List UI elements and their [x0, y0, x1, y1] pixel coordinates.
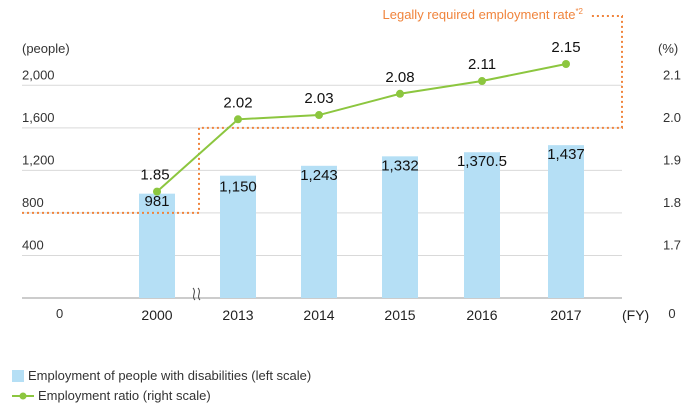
bar — [548, 145, 584, 298]
legend-item-bars: Employment of people with disabilities (… — [12, 368, 311, 383]
category-label: 2000 — [141, 307, 172, 323]
legend-line-swatch — [12, 392, 34, 399]
bar-value-label: 1,370.5 — [457, 153, 507, 170]
legend-bar-swatch — [12, 369, 24, 382]
right-tick-label: 1.8 — [663, 195, 681, 210]
ratio-line-path — [156, 63, 567, 193]
required-rate-label: Legally required employment rate*2 — [383, 7, 584, 22]
bar — [464, 152, 500, 298]
right-tick-label: 0 — [668, 306, 675, 321]
ratio-point — [396, 89, 404, 98]
left-tick-label: 1,600 — [22, 110, 55, 125]
legend-line-label: Employment ratio (right scale) — [38, 388, 211, 403]
required-rate-superscript: *2 — [575, 7, 583, 16]
labels: 981 1,150 1,243 1,332 1,370.5 1,437 1.85 2.02 2.… — [140, 39, 584, 210]
legend-bar-label: Employment of people with disabilities (… — [28, 368, 312, 383]
bar-value-label: 981 — [144, 193, 169, 210]
category-label: 2015 — [384, 307, 415, 323]
bar-value-label: 1,150 — [219, 179, 257, 196]
bars — [139, 145, 584, 298]
axis-break-icon — [192, 287, 201, 301]
left-axis-unit: (people) — [22, 41, 70, 56]
bar — [382, 156, 418, 298]
legend-item-line: Employment ratio (right scale) — [12, 388, 211, 403]
right-tick-label: 1.9 — [663, 152, 681, 167]
right-tick-label: 2.1 — [663, 67, 681, 82]
left-tick-label: 2,000 — [22, 67, 55, 82]
bar-value-label: 1,243 — [300, 167, 338, 184]
bar — [220, 175, 256, 298]
bar-value-label: 1,332 — [381, 157, 419, 174]
bar — [301, 165, 337, 298]
ratio-point — [562, 60, 570, 68]
ratio-value-label: 2.03 — [304, 90, 333, 107]
ratio-value-label: 1.85 — [140, 167, 169, 184]
category-label: 2017 — [550, 307, 581, 323]
required-rate-label-text: Legally required employment rate — [383, 7, 576, 22]
ratio-value-label: 2.11 — [468, 56, 496, 73]
left-tick-label: 400 — [22, 237, 44, 252]
x-axis-unit: (FY) — [622, 307, 649, 323]
category-label: 2013 — [222, 307, 253, 323]
right-axis-unit: (%) — [658, 41, 678, 56]
category-label: 2014 — [303, 307, 334, 323]
ratio-value-label: 2.15 — [551, 39, 580, 56]
ratio-value-label: 2.08 — [385, 69, 414, 86]
right-tick-label: 1.7 — [663, 237, 681, 252]
ratio-value-label: 2.02 — [223, 94, 252, 111]
left-tick-label: 800 — [22, 195, 44, 210]
ratio-point — [153, 187, 161, 196]
left-tick-label: 1,200 — [22, 152, 55, 167]
ratio-point — [478, 77, 486, 86]
left-tick-label: 0 — [56, 306, 63, 321]
right-tick-label: 2.0 — [663, 110, 681, 125]
ratio-point — [234, 115, 242, 124]
ratio-point — [315, 111, 323, 120]
bar-value-label: 1,437 — [547, 146, 585, 163]
bar — [139, 193, 175, 298]
category-label: 2016 — [466, 307, 497, 323]
ratio-line — [153, 60, 570, 196]
